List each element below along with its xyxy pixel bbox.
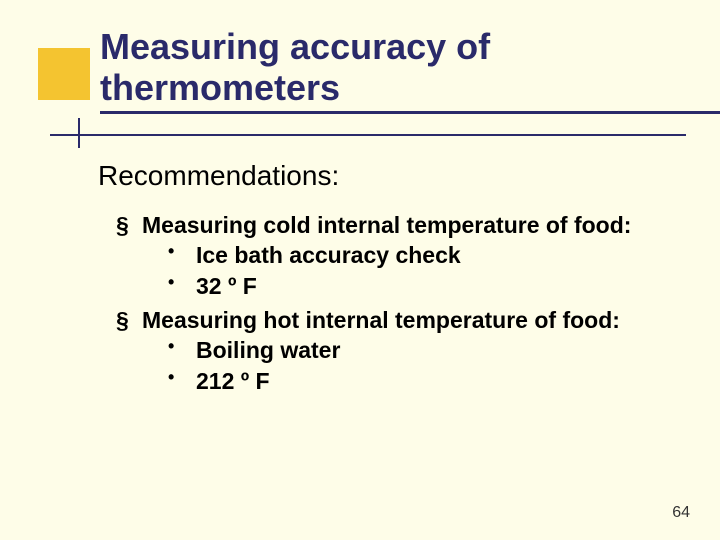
bullet-text: Measuring cold internal temperature of f… — [142, 212, 631, 238]
sub-bullet-item: 32 º F — [168, 271, 658, 301]
title-rule — [50, 134, 686, 136]
accent-square — [38, 48, 90, 100]
bullet-item-1: Measuring cold internal temperature of f… — [116, 210, 658, 301]
bullet-list: Measuring cold internal temperature of f… — [98, 210, 658, 396]
bullet-item-2: Measuring hot internal temperature of fo… — [116, 305, 658, 396]
temp-value: 32 — [196, 273, 228, 299]
degree-symbol: º — [241, 368, 249, 394]
title-vertical-notch — [78, 118, 80, 148]
slide-title: Measuring accuracy of thermometers — [100, 26, 720, 114]
bullet-text: Measuring hot internal temperature of fo… — [142, 307, 620, 333]
sub-bullet-item: Boiling water — [168, 335, 658, 365]
sub-bullet-list: Boiling water 212 º F — [142, 335, 658, 396]
sub-bullet-item: Ice bath accuracy check — [168, 240, 658, 270]
title-block: Measuring accuracy of thermometers — [100, 26, 720, 114]
temp-unit: F — [236, 273, 256, 299]
sub-bullet-item: 212 º F — [168, 366, 658, 396]
sub-bullet-list: Ice bath accuracy check 32 º F — [142, 240, 658, 301]
temp-unit: F — [249, 368, 269, 394]
temp-value: 212 — [196, 368, 241, 394]
content-area: Recommendations: Measuring cold internal… — [98, 160, 658, 400]
page-number: 64 — [672, 504, 690, 522]
subheading: Recommendations: — [98, 160, 658, 192]
